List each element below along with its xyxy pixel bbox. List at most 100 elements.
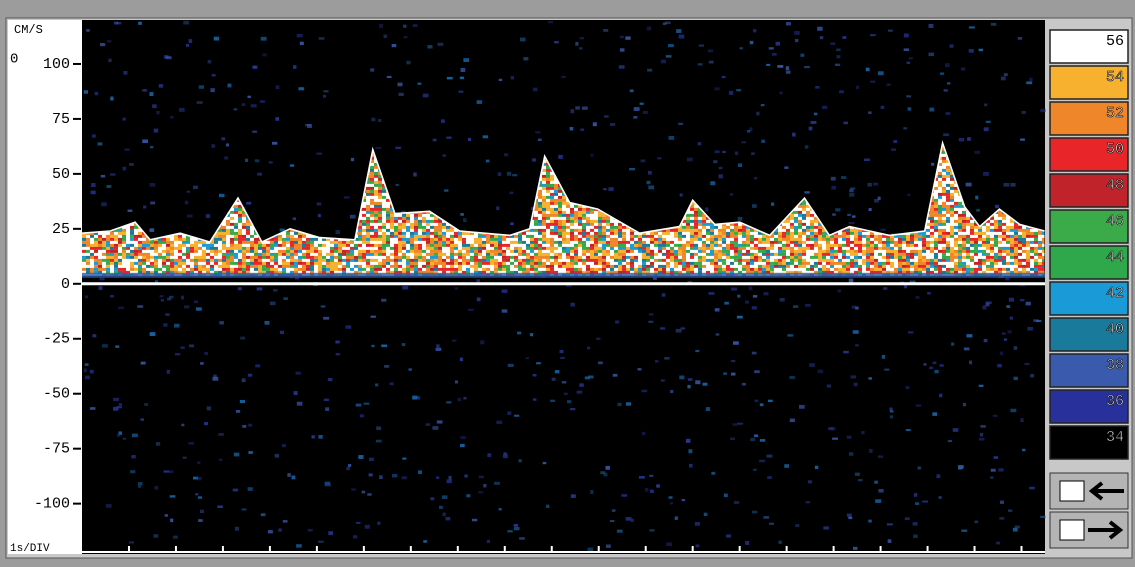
spectrum-cell [402, 244, 406, 247]
speckle [932, 412, 937, 416]
spectrum-cell [370, 268, 374, 271]
spectrum-cell [82, 259, 86, 262]
spectrum-cell [158, 247, 162, 250]
speckle [264, 321, 269, 325]
spectrum-cell [198, 259, 202, 262]
spectrum-cell [378, 244, 382, 247]
speckle [660, 327, 665, 329]
spectrum-cell [278, 253, 282, 256]
speckle [503, 454, 508, 458]
spectrum-cell [410, 238, 414, 241]
speckle [90, 407, 96, 410]
speckle [795, 524, 799, 527]
spectrum-cell [282, 244, 286, 247]
spectrum-cell [110, 259, 114, 262]
spectrum-cell [90, 238, 94, 241]
speckle [427, 45, 432, 48]
speckle [164, 470, 170, 472]
spectrum-cell [254, 253, 258, 256]
spectrum-cell [286, 265, 290, 268]
spectrum-cell [138, 250, 142, 253]
spectrum-cell [234, 256, 238, 259]
spectrum-cell [378, 229, 382, 232]
scroll-right-button[interactable] [1050, 512, 1128, 548]
spectrum-cell [246, 253, 250, 256]
speckle [913, 522, 918, 526]
speckle [953, 428, 959, 432]
y-tick-label: 25 [52, 221, 70, 238]
spectrum-cell [382, 259, 386, 262]
speckle [107, 40, 111, 42]
speckle [945, 63, 950, 67]
speckle [832, 438, 838, 440]
speckle [85, 376, 90, 380]
spectrum-cell [270, 256, 274, 259]
spectrum-cell [374, 229, 378, 232]
spectrum-cell [178, 265, 182, 268]
spectrum-cell [298, 247, 302, 250]
spectrum-cell [254, 241, 258, 244]
spectrum-cell [294, 238, 298, 241]
speckle [91, 191, 96, 195]
spectrum-cell [354, 256, 358, 259]
speckle [533, 398, 536, 400]
speckle [814, 113, 817, 116]
speckle [150, 201, 155, 204]
speckle [882, 355, 885, 359]
speckle [904, 48, 909, 51]
spectrum-cell [366, 238, 370, 241]
speckle [891, 148, 896, 150]
speckle [197, 101, 203, 104]
speckle [570, 303, 574, 307]
speckle [504, 153, 508, 156]
spectrum-cell [402, 232, 406, 235]
speckle [437, 43, 443, 46]
spectrum-cell [114, 247, 118, 250]
spectrum-cell [238, 241, 242, 244]
spectrum-cell [82, 265, 86, 268]
spectrum-cell [250, 268, 254, 271]
speckle [502, 289, 508, 292]
speckle [395, 147, 400, 149]
spectrum-cell [322, 256, 326, 259]
spectrum-cell [106, 241, 110, 244]
speckle [649, 529, 654, 532]
spectrum-cell [362, 253, 366, 256]
spectrum-cell [214, 268, 218, 271]
spectrum-cell [278, 259, 282, 262]
spectrum-cell [262, 250, 266, 253]
spectrum-cell [150, 256, 154, 259]
spectrum-cell [166, 262, 170, 265]
spectrum-cell [134, 265, 138, 268]
speckle [761, 104, 765, 106]
spectrum-cell [106, 262, 110, 265]
speckle [754, 434, 758, 437]
speckle [869, 208, 872, 211]
speckle [564, 393, 568, 395]
speckle [546, 505, 549, 508]
speckle [850, 187, 855, 189]
spectrum-cell [374, 250, 378, 253]
spectrum-cell [326, 241, 330, 244]
spectrum-cell [326, 265, 330, 268]
scroll-left-button[interactable] [1050, 473, 1128, 509]
speckle [766, 64, 770, 66]
spectrum-cell [218, 247, 222, 250]
speckle [494, 482, 500, 485]
speckle [650, 490, 654, 493]
speckle [1022, 111, 1026, 114]
spectrum-cell [134, 232, 138, 235]
spectrum-cell [114, 268, 118, 271]
speckle [468, 138, 471, 141]
speckle [841, 176, 846, 179]
spectrum-cell [338, 256, 342, 259]
speckle [984, 103, 987, 106]
speckle [1002, 333, 1006, 335]
spectrum-cell [298, 250, 302, 253]
spectrum-cell [210, 265, 214, 268]
spectrum-cell [170, 262, 174, 265]
spectrum-cell [130, 235, 134, 238]
spectrum-cell [226, 223, 230, 226]
speckle [769, 523, 774, 525]
spectrum-cell [338, 250, 342, 253]
